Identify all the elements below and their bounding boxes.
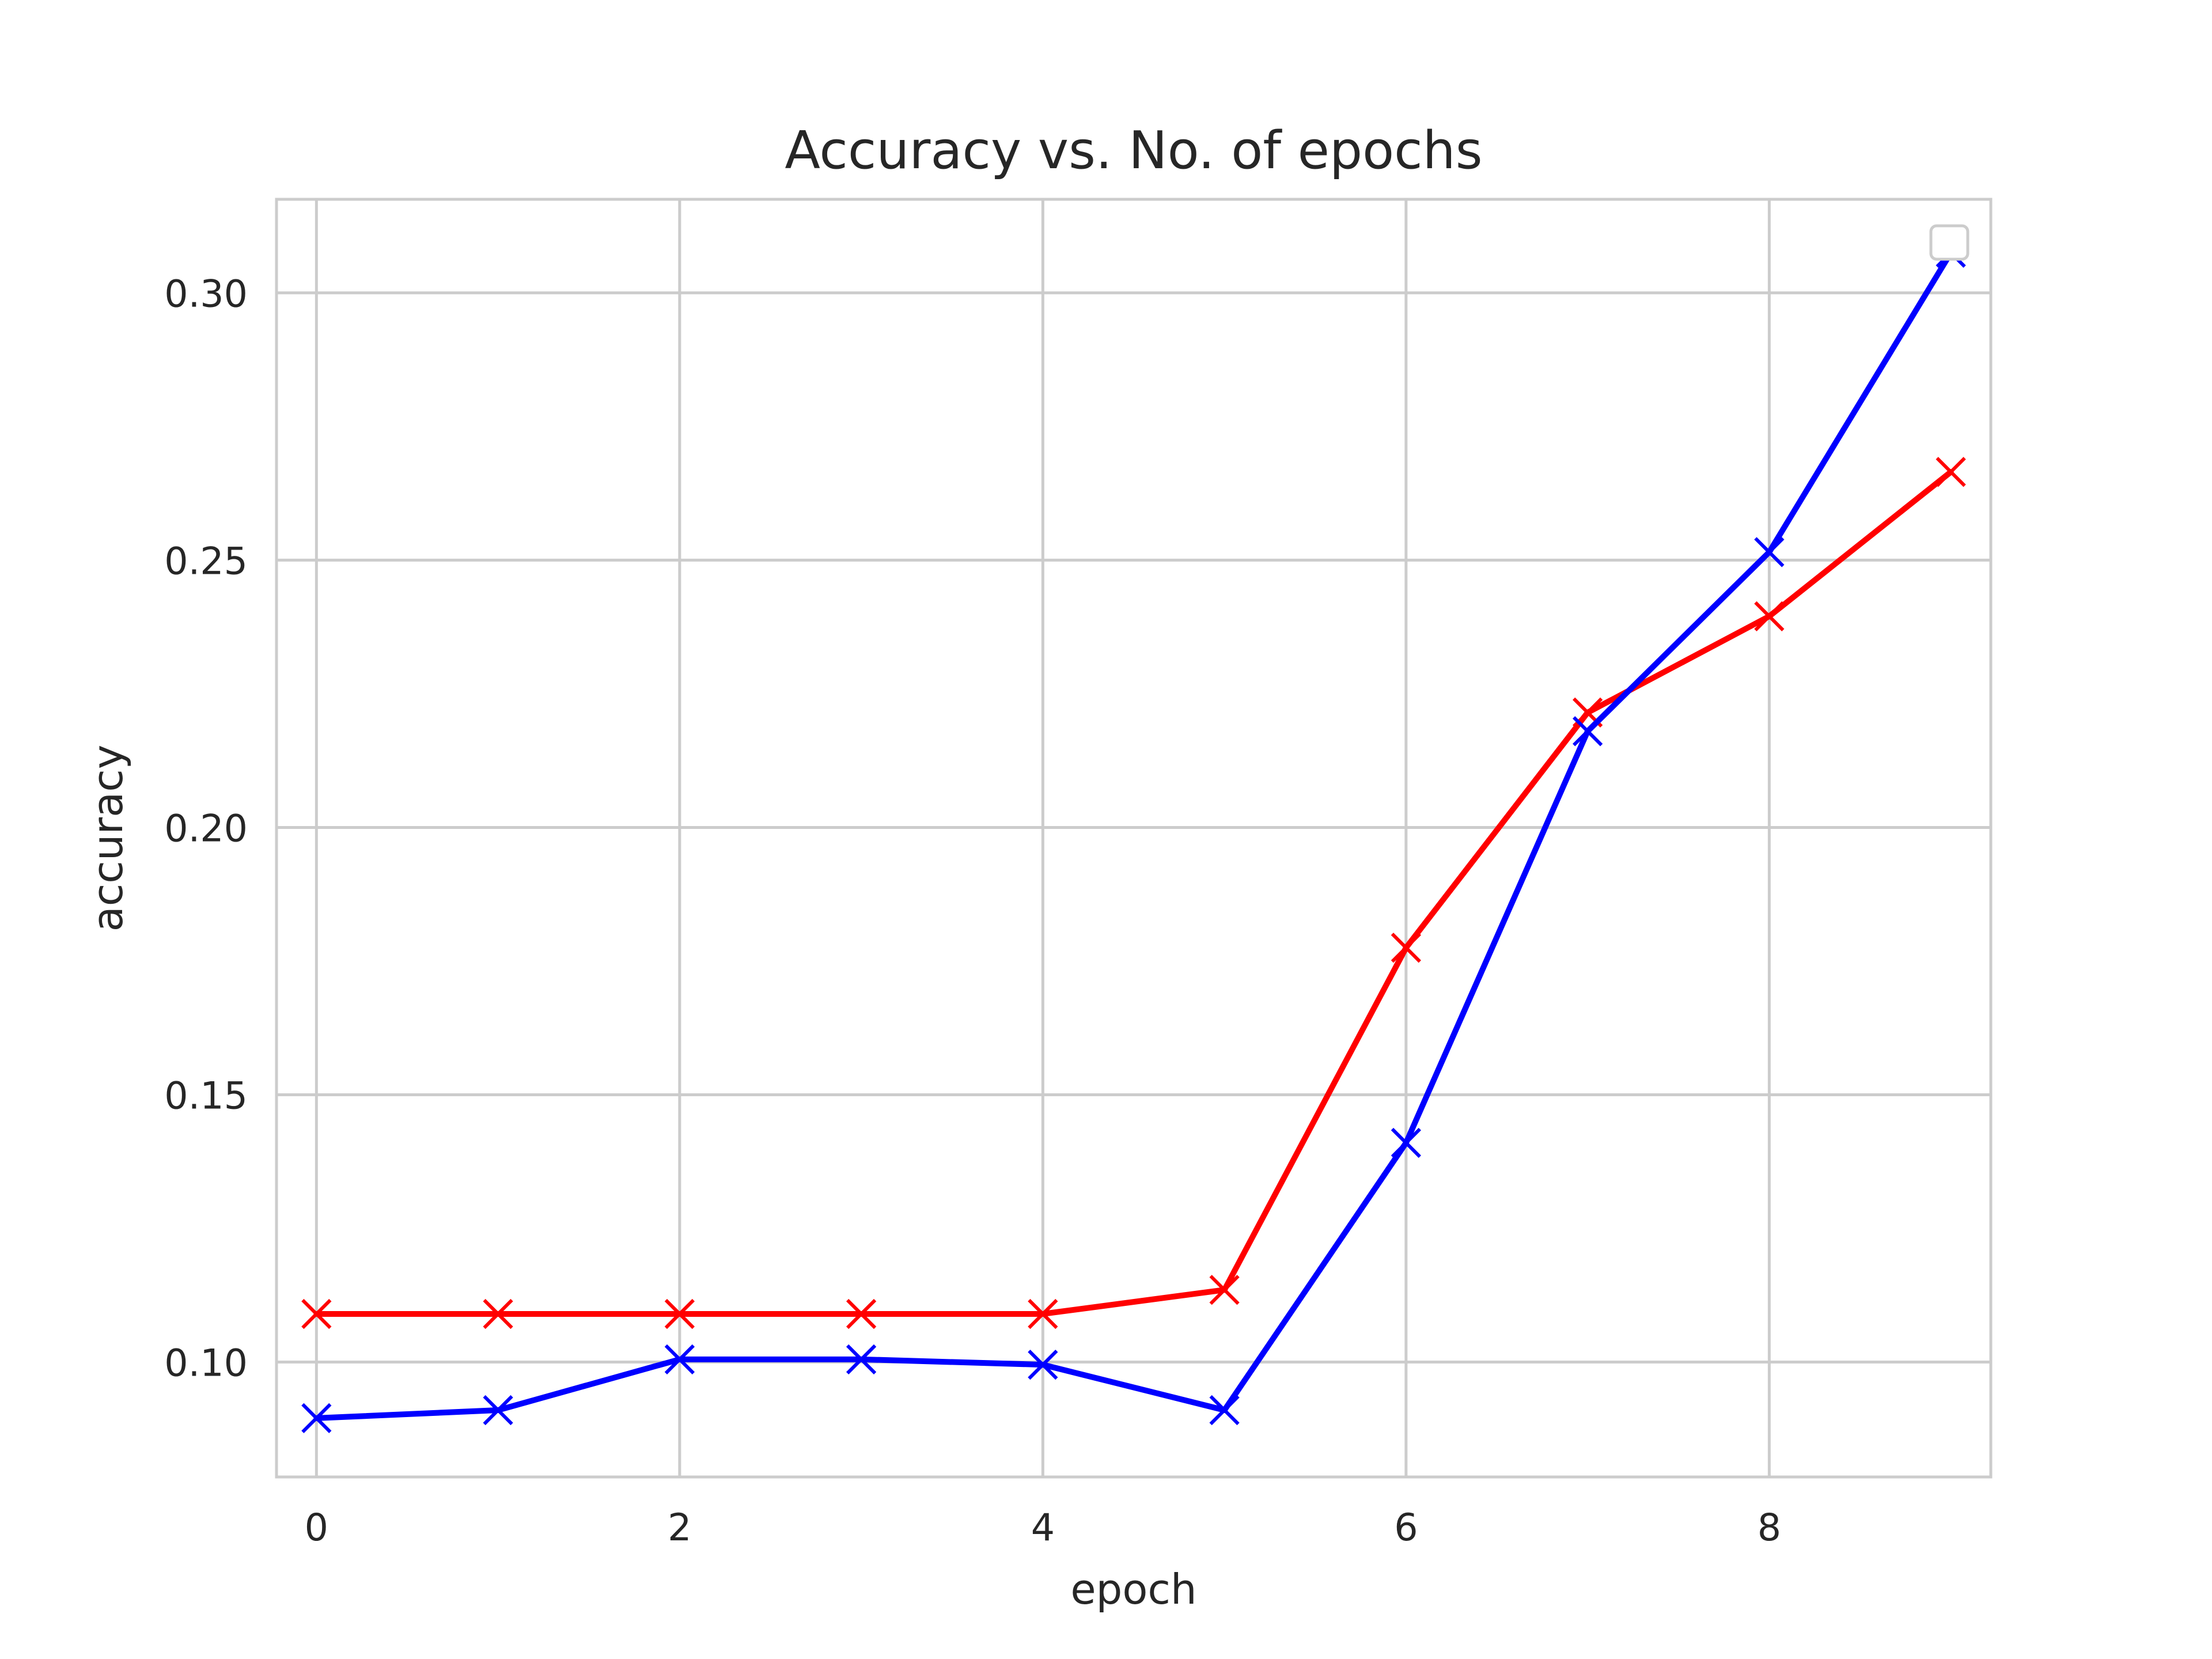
data-point-marker <box>1209 1395 1240 1426</box>
series-line-1 <box>313 469 1954 1317</box>
data-point-marker <box>301 1298 332 1330</box>
y-tick-label: 0.30 <box>164 272 248 316</box>
data-point-marker <box>1573 716 1603 747</box>
data-point-marker <box>664 1344 695 1374</box>
x-axis-label: epoch <box>1070 1565 1196 1613</box>
data-point-marker <box>846 1298 877 1330</box>
x-tick-label: 8 <box>1758 1506 1781 1550</box>
tick-labels: 0 2 4 6 8 0.10 0.15 0.20 0.25 0.30 <box>164 272 1781 1550</box>
y-tick-label: 0.10 <box>164 1342 248 1385</box>
data-point-marker <box>483 1298 513 1330</box>
chart-title: Accuracy vs. No. of epochs <box>785 120 1482 181</box>
data-point-marker <box>1391 1127 1422 1158</box>
data-point-marker <box>483 1395 513 1426</box>
y-tick-label: 0.20 <box>164 807 248 850</box>
data-point-marker <box>846 1344 877 1374</box>
data-point-marker <box>1754 537 1785 567</box>
data-point-marker <box>1028 1298 1058 1330</box>
data-point-marker <box>1391 933 1422 963</box>
data-point-marker <box>1754 601 1785 631</box>
x-tick-label: 4 <box>1031 1506 1055 1550</box>
legend[interactable] <box>1929 224 1969 261</box>
series-line-2 <box>313 249 1954 1421</box>
x-tick-label: 6 <box>1394 1506 1418 1550</box>
data-point-marker <box>1209 1275 1240 1305</box>
y-axis-label: accuracy <box>84 745 132 932</box>
y-tick-label: 0.25 <box>164 540 248 583</box>
plot-frame <box>275 198 1993 1479</box>
grid <box>276 199 1991 1477</box>
series-layer <box>301 237 1966 1434</box>
data-point-marker <box>301 1403 332 1434</box>
x-tick-label: 0 <box>305 1506 328 1550</box>
data-point-marker <box>1936 457 1966 487</box>
data-point-marker <box>664 1298 695 1330</box>
y-tick-label: 0.15 <box>164 1074 248 1118</box>
x-tick-label: 2 <box>668 1506 691 1550</box>
data-point-marker <box>1028 1349 1058 1380</box>
